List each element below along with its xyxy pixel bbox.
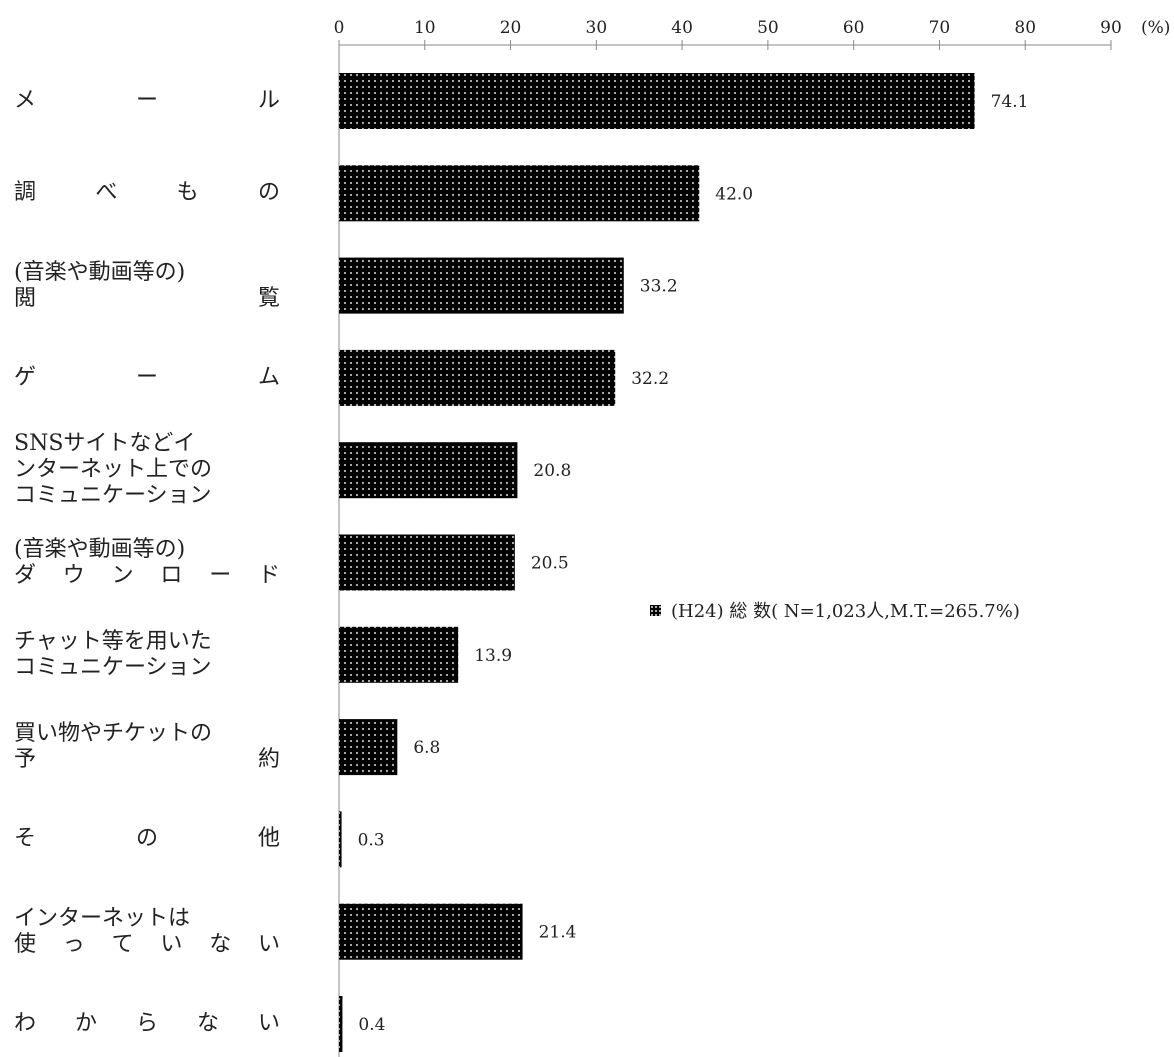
value-label: 20.5 <box>531 554 569 574</box>
x-axis: 0 10 20 30 40 50 60 70 80 90 (%) <box>334 18 1170 1057</box>
bar <box>339 257 624 314</box>
category-label: ンターネット上での <box>14 457 213 483</box>
x-tick-label: 20 <box>500 18 522 38</box>
category-label: 買い物やチケットの <box>14 721 213 747</box>
category-label: ダ ウ ン ロ ー ド <box>14 562 280 588</box>
category-label: チャット等を用いた <box>14 628 212 654</box>
category-label: 調 べ も の <box>14 180 280 206</box>
bar <box>339 626 459 683</box>
value-label: 13.9 <box>474 646 512 666</box>
value-label: 20.8 <box>533 461 571 481</box>
bar <box>339 73 975 129</box>
value-label: 0.4 <box>358 1015 385 1035</box>
x-tick-label: 0 <box>334 18 345 38</box>
value-label: 21.4 <box>539 923 577 943</box>
legend-label: (H24) 総 数( N=1,023人,M.T.=265.7%) <box>671 601 1020 622</box>
value-label: 42.0 <box>715 184 753 204</box>
value-label: 32.2 <box>631 369 669 389</box>
x-tick-label: 50 <box>757 18 779 38</box>
value-label: 74.1 <box>991 92 1029 112</box>
value-label: 0.3 <box>358 830 385 850</box>
bar <box>339 442 518 499</box>
x-tick-label: 70 <box>929 18 951 38</box>
value-label: 6.8 <box>413 738 440 758</box>
legend: (H24) 総 数( N=1,023人,M.T.=265.7%) <box>650 597 1020 623</box>
value-labels: 74.1 42.0 33.2 32.2 20.8 20.5 13.9 6.8 0.3 21.4 0.… <box>358 92 1029 1035</box>
category-label: わ か ら な い <box>14 1011 280 1036</box>
legend-swatch-icon <box>650 604 661 616</box>
category-label: (音楽や動画等の) <box>14 536 186 562</box>
category-label: コミュニケーション <box>14 483 212 509</box>
x-tick-label: 60 <box>843 18 865 38</box>
x-tick-label: 10 <box>414 18 436 38</box>
category-label: 使 っ て い な い <box>14 931 280 957</box>
category-label: (音楽や動画等の) <box>14 259 186 285</box>
category-label: インターネットは <box>14 905 191 931</box>
x-tick-label: 30 <box>586 18 608 38</box>
x-tick-label: 80 <box>1014 18 1036 38</box>
bar <box>339 811 342 868</box>
bar <box>339 719 398 776</box>
category-label: SNSサイトなどイ <box>14 431 196 457</box>
category-label: 閲 覧 <box>14 285 280 311</box>
bar <box>339 903 523 960</box>
bar <box>339 534 515 591</box>
bar <box>339 165 700 222</box>
x-axis-unit-label: (%) <box>1141 18 1170 38</box>
x-tick-label: 40 <box>671 18 693 38</box>
bars <box>339 73 975 1052</box>
bar <box>339 996 343 1052</box>
category-label: メ ー ル <box>14 88 280 113</box>
x-tick-label: 90 <box>1100 18 1122 38</box>
category-label: ゲ ー ム <box>14 364 280 390</box>
category-label: コミュニケーション <box>14 654 212 680</box>
bar <box>339 349 616 406</box>
category-label: 予 約 <box>14 747 280 773</box>
value-label: 33.2 <box>640 277 678 297</box>
category-label: そ の 他 <box>14 826 280 852</box>
